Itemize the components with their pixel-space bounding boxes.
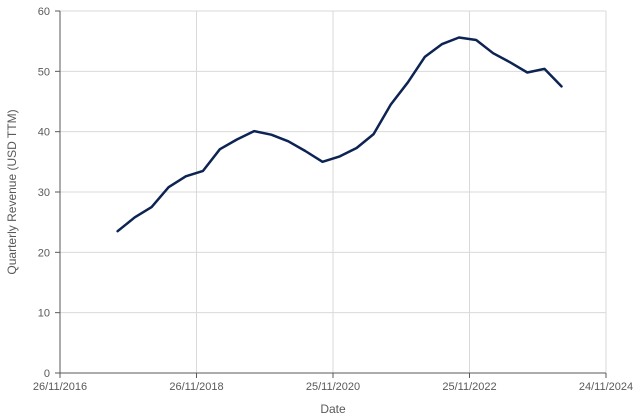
x-tick-label: 25/11/2020 [306,381,360,393]
y-tick-label: 20 [38,247,50,259]
label-layer: Date Quarterly Revenue (USD TTM) [5,109,346,416]
series-layer [116,36,563,233]
x-tick-label: 24/11/2024 [579,381,633,393]
x-tick-label: 26/11/2018 [169,381,223,393]
y-tick-label: 10 [38,308,50,320]
y-tick-label: 0 [44,368,50,380]
grid-layer [60,10,607,373]
y-tick-label: 30 [38,187,50,199]
revenue-series-line [116,36,563,233]
x-tick-label: 26/11/2016 [33,381,87,393]
y-tick-label: 40 [38,127,50,139]
x-tick-label: 25/11/2022 [442,381,496,393]
y-tick-label: 50 [38,66,50,78]
x-axis-title: Date [320,402,346,416]
y-tick-label: 60 [38,6,50,18]
y-axis-title: Quarterly Revenue (USD TTM) [5,109,19,274]
axis-layer: 0 10 20 30 40 50 60 26/11/2016 26/11/2018 25/11/2… [33,6,633,393]
